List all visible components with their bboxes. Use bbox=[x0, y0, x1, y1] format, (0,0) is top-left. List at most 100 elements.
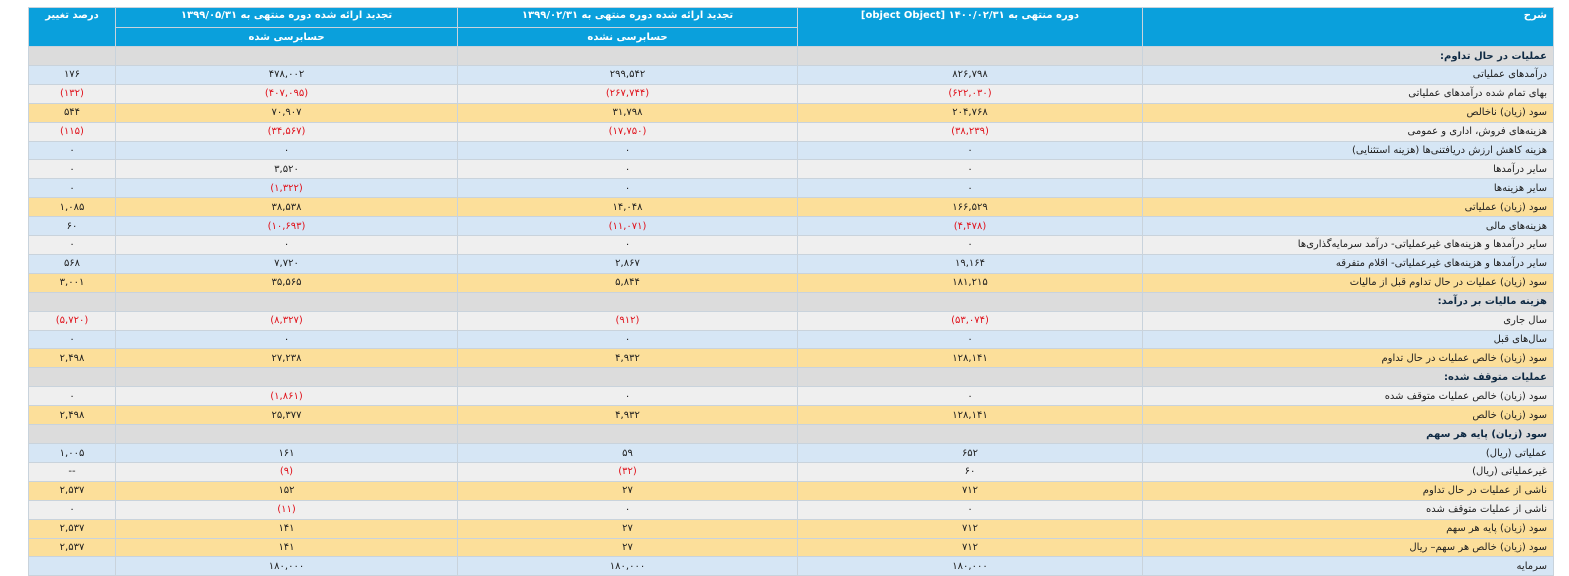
row-description: سود (زیان) خالص هر سهم– ریال bbox=[1142, 537, 1554, 558]
section-title: سود (زیان) پایه هر سهم bbox=[1142, 424, 1554, 445]
table-row: هزینه کاهش ارزش دریافتنی‌ها (هزینه استثن… bbox=[28, 140, 1554, 161]
change-percent-cell: (۱۳۲) bbox=[28, 83, 116, 104]
table-row: سایر درآمدها ۰ ۰ ۳,۵۲۰ ۰ bbox=[28, 159, 1554, 180]
table-row: سود (زیان) عملیاتی ۱۶۶,۵۲۹ ۱۴,۰۴۸ ۳۸,۵۳۸ ۱,۰… bbox=[28, 197, 1554, 218]
table-row: غیرعملیاتی (ریال) ۶۰ (۳۲) (۹) -- bbox=[28, 462, 1554, 482]
value-cell: ۱۶۶,۵۲۹ bbox=[797, 197, 1143, 218]
section-title: عملیات در حال تداوم: bbox=[1142, 46, 1554, 66]
section-row: سود (زیان) پایه هر سهم bbox=[28, 424, 1554, 445]
value-cell: ۱۶۱ bbox=[115, 443, 458, 464]
change-percent-cell: ۰ bbox=[28, 140, 116, 161]
change-percent-cell: ۱۷۶ bbox=[28, 65, 116, 85]
value-cell: ۰ bbox=[457, 140, 798, 161]
value-cell: ۳۵,۵۶۵ bbox=[115, 272, 458, 293]
row-description: سود (زیان) عملیاتی bbox=[1142, 197, 1554, 218]
value-cell: ۷۱۲ bbox=[797, 480, 1143, 501]
value-cell: ۰ bbox=[797, 178, 1143, 199]
table-row: درآمدهای عملیاتی ۸۲۶,۷۹۸ ۲۹۹,۵۴۲ ۴۷۸,۰۰۲ ۱۷۶ bbox=[28, 65, 1554, 85]
change-percent-cell: ۱,۰۰۵ bbox=[28, 443, 116, 464]
table-body: عملیات در حال تداوم: درآمدهای عملیاتی ۸۲۶,… bbox=[28, 46, 1554, 576]
value-cell: (۳۴,۵۶۷) bbox=[115, 121, 458, 142]
section-empty-cell bbox=[115, 46, 458, 66]
section-empty-cell bbox=[28, 46, 116, 66]
value-cell: ۴,۹۳۲ bbox=[457, 405, 798, 426]
section-empty-cell bbox=[457, 46, 798, 66]
row-description: ناشی از عملیات متوقف شده bbox=[1142, 499, 1554, 520]
row-description: سود (زیان) عملیات در حال تداوم قبل از ما… bbox=[1142, 272, 1554, 293]
value-cell: ۰ bbox=[457, 159, 798, 180]
value-cell: (۳۸,۲۳۹) bbox=[797, 121, 1143, 142]
value-cell: ۳۸,۵۳۸ bbox=[115, 197, 458, 218]
value-cell: ۲۵,۳۷۷ bbox=[115, 405, 458, 426]
section-empty-cell bbox=[797, 46, 1143, 66]
table-row: سود (زیان) خالص عملیات در حال تداوم ۱۲۸,۱… bbox=[28, 348, 1554, 369]
value-cell: ۸۲۶,۷۹۸ bbox=[797, 65, 1143, 85]
section-empty-cell bbox=[457, 424, 798, 445]
value-cell: ۲۷ bbox=[457, 537, 798, 558]
section-row: عملیات در حال تداوم: bbox=[28, 46, 1554, 66]
row-description: سود (زیان) ناخالص bbox=[1142, 102, 1554, 123]
row-description: سال‌های قبل bbox=[1142, 329, 1554, 350]
row-description: ناشی از عملیات در حال تداوم bbox=[1142, 480, 1554, 501]
value-cell: (۵۳,۰۷۴) bbox=[797, 310, 1143, 331]
change-percent-cell: ۵۶۸ bbox=[28, 253, 116, 274]
table-row: ناشی از عملیات متوقف شده ۰ ۰ (۱۱) ۰ bbox=[28, 499, 1554, 520]
value-cell: ۱۵۲ bbox=[115, 480, 458, 501]
row-description: سرمایه bbox=[1142, 556, 1554, 576]
table-row: هزینه‌های مالی (۴,۴۷۸) (۱۱,۰۷۱) (۱۰,۶۹۳) ۶۰ bbox=[28, 216, 1554, 237]
change-percent-cell: ۰ bbox=[28, 499, 116, 520]
value-cell: ۲۷,۲۳۸ bbox=[115, 348, 458, 369]
row-description: بهای تمام شده درآمدهای عملیاتی bbox=[1142, 83, 1554, 104]
section-empty-cell bbox=[457, 367, 798, 388]
section-empty-cell bbox=[28, 291, 116, 312]
header-change-percent: درصد تغییر bbox=[28, 7, 116, 47]
value-cell: ۷۰,۹۰۷ bbox=[115, 102, 458, 123]
value-cell: (۲۶۷,۷۴۴) bbox=[457, 83, 798, 104]
section-empty-cell bbox=[115, 291, 458, 312]
change-percent-cell: ۶۰ bbox=[28, 216, 116, 237]
change-percent-cell: ۵۴۴ bbox=[28, 102, 116, 123]
value-cell: ۰ bbox=[115, 140, 458, 161]
row-description: غیرعملیاتی (ریال) bbox=[1142, 462, 1554, 482]
value-cell: (۹) bbox=[115, 462, 458, 482]
row-description: عملیاتی (ریال) bbox=[1142, 443, 1554, 464]
value-cell: ۱۴۱ bbox=[115, 537, 458, 558]
section-empty-cell bbox=[115, 367, 458, 388]
row-description: هزینه‌های مالی bbox=[1142, 216, 1554, 237]
row-description: سال جاری bbox=[1142, 310, 1554, 331]
header-period-1400: دوره منتهی به ۱۴۰۰/۰۲/۳۱ [object Object] bbox=[797, 7, 1143, 47]
header-audit-status-2: حسابرسی نشده bbox=[457, 27, 798, 47]
value-cell: (۱,۳۲۲) bbox=[115, 178, 458, 199]
value-cell: (۱۷,۷۵۰) bbox=[457, 121, 798, 142]
value-cell: ۳۱,۷۹۸ bbox=[457, 102, 798, 123]
header-audit-status-3: حسابرسی شده bbox=[115, 27, 458, 47]
table-row: هزینه‌های فروش، اداری و عمومی (۳۸,۲۳۹) (۱۷… bbox=[28, 121, 1554, 142]
value-cell: ۱۲۸,۱۴۱ bbox=[797, 405, 1143, 426]
table-row: سایر هزینه‌ها ۰ ۰ (۱,۳۲۲) ۰ bbox=[28, 178, 1554, 199]
change-percent-cell: ۰ bbox=[28, 329, 116, 350]
change-percent-cell: ۲,۵۳۷ bbox=[28, 537, 116, 558]
row-description: سود (زیان) خالص عملیات متوقف شده bbox=[1142, 386, 1554, 407]
value-cell: (۱,۸۶۱) bbox=[115, 386, 458, 407]
value-cell: ۱۸۰,۰۰۰ bbox=[115, 556, 458, 576]
section-empty-cell bbox=[797, 291, 1143, 312]
change-percent-cell bbox=[28, 556, 116, 576]
value-cell: ۵۹ bbox=[457, 443, 798, 464]
value-cell: ۰ bbox=[457, 235, 798, 255]
row-description: سایر درآمدها و هزینه‌های غیرعملیاتی- اقل… bbox=[1142, 253, 1554, 274]
change-percent-cell: ۱,۰۸۵ bbox=[28, 197, 116, 218]
value-cell: ۰ bbox=[457, 178, 798, 199]
income-statement-table: شرح دوره منتهی به ۱۴۰۰/۰۲/۳۱ [object Obj… bbox=[28, 7, 1554, 576]
value-cell: (۴,۴۷۸) bbox=[797, 216, 1143, 237]
row-description: درآمدهای عملیاتی bbox=[1142, 65, 1554, 85]
value-cell: ۲۰۴,۷۶۸ bbox=[797, 102, 1143, 123]
section-empty-cell bbox=[115, 424, 458, 445]
table-row: سال جاری (۵۳,۰۷۴) (۹۱۲) (۸,۳۲۷) (۵,۷۲۰) bbox=[28, 310, 1554, 331]
section-title: هزینه مالیات بر درآمد: bbox=[1142, 291, 1554, 312]
income-statement: شرح دوره منتهی به ۱۴۰۰/۰۲/۳۱ [object Obj… bbox=[28, 7, 1554, 576]
value-cell: ۶۵۲ bbox=[797, 443, 1143, 464]
value-cell: ۷۱۲ bbox=[797, 537, 1143, 558]
change-percent-cell: (۵,۷۲۰) bbox=[28, 310, 116, 331]
section-empty-cell bbox=[28, 367, 116, 388]
table-row: سایر درآمدها و هزینه‌های غیرعملیاتی- درآ… bbox=[28, 235, 1554, 255]
